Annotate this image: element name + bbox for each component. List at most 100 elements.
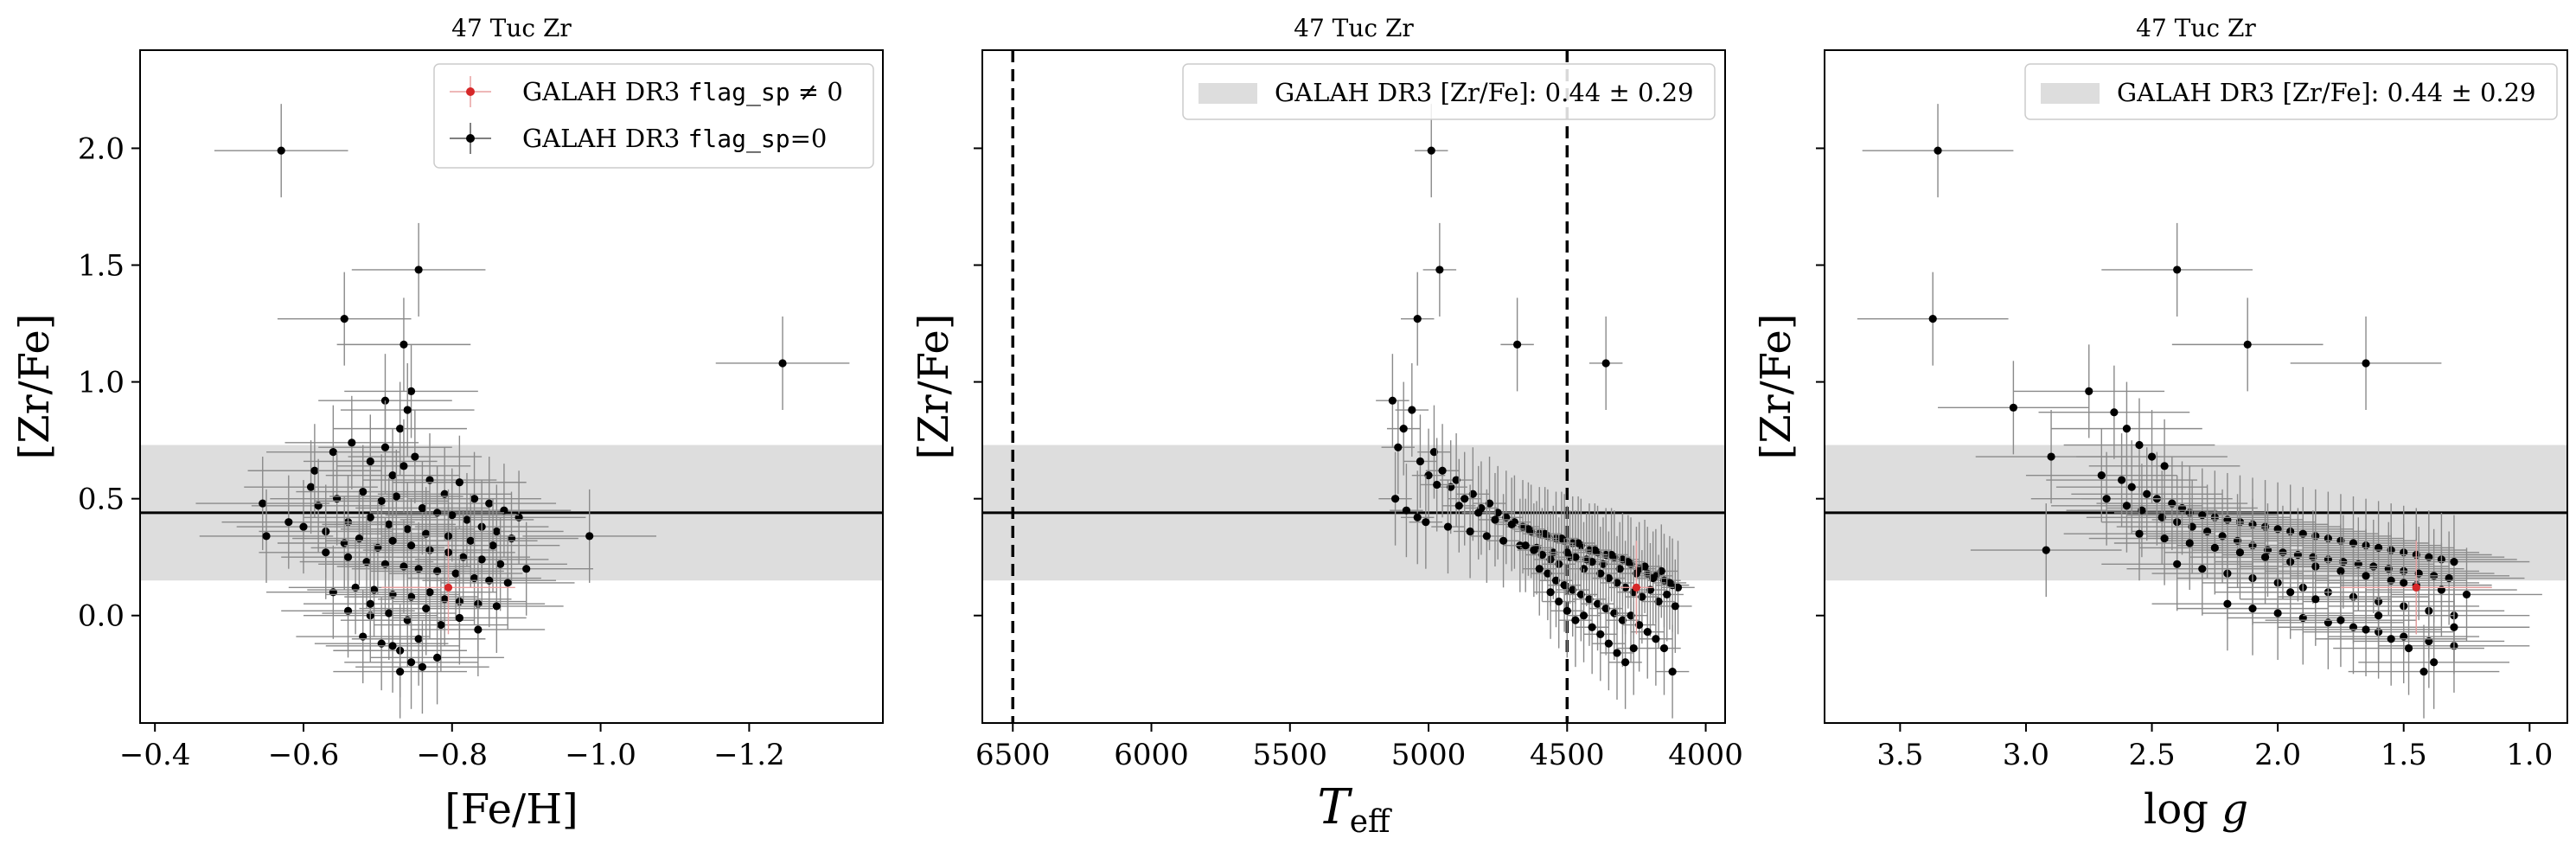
series-flag-zero: [1857, 104, 2542, 719]
data-point: [470, 495, 479, 503]
data-point: [1576, 590, 1585, 599]
data-point: [1413, 315, 1422, 323]
data-point: [2085, 387, 2093, 396]
data-point: [1613, 579, 1621, 587]
y-tick-label: 1.5: [78, 249, 125, 284]
data-point: [2311, 595, 2320, 604]
data-point: [2009, 403, 2017, 412]
legend-label: GALAH DR3 [Zr/Fe]: 0.44 ± 0.29: [2117, 78, 2536, 107]
data-point: [403, 525, 412, 534]
data-point: [1671, 602, 1679, 611]
data-point: [2400, 579, 2408, 587]
data-point: [489, 541, 497, 550]
data-point: [388, 642, 397, 650]
data-point: [1454, 502, 1463, 510]
data-point: [2122, 425, 2132, 433]
x-tick-label: 6500: [975, 738, 1051, 772]
data-point: [1928, 315, 1937, 323]
x-axis-title-var: g: [2221, 785, 2248, 834]
data-point: [1643, 628, 1652, 637]
x-axis-title-main: log: [2144, 785, 2221, 834]
data-point: [2135, 529, 2144, 538]
data-point: [1388, 396, 1397, 405]
data-point: [1613, 649, 1621, 657]
panel-title: 47 Tuc Zr: [1294, 14, 1414, 42]
legend-patch: [2041, 83, 2100, 104]
data-point: [1416, 457, 1425, 466]
data-point: [1574, 539, 1582, 547]
data-point: [377, 496, 386, 505]
data-point: [1485, 499, 1494, 508]
y-axis-title: [Zr/Fe]: [1752, 313, 1800, 459]
data-point: [343, 553, 353, 561]
data-point: [1402, 506, 1410, 515]
data-point: [414, 635, 423, 643]
data-point: [1596, 630, 1605, 638]
legend-box: [1182, 63, 1716, 120]
data-point: [1621, 658, 1630, 667]
x-tick-label: 3.5: [1876, 738, 1923, 772]
data-point: [2387, 635, 2395, 643]
y-tick-label: 0.0: [78, 599, 125, 634]
data-point: [2135, 440, 2144, 450]
data-point: [2362, 572, 2370, 580]
data-point: [1657, 566, 1665, 576]
data-point: [1429, 448, 1439, 457]
data-point: [2243, 340, 2252, 349]
data-point: [1394, 443, 1403, 451]
data-point: [1551, 576, 1561, 585]
data-point: [1468, 489, 1477, 498]
data-point: [1652, 635, 1660, 643]
data-point: [1413, 513, 1422, 521]
x-tick-label: −1.0: [565, 738, 636, 772]
x-tick-label: 1.5: [2381, 738, 2427, 772]
data-point: [1615, 565, 1624, 573]
x-axis-title: log g: [2144, 785, 2248, 834]
data-point: [2260, 553, 2270, 561]
data-point: [1604, 573, 1613, 583]
data-point: [1665, 579, 1674, 587]
series-flag-zero: [1376, 104, 1695, 719]
data-point: [414, 266, 423, 274]
data-point: [1585, 595, 1594, 604]
legend-label-code: flag_sp: [688, 125, 790, 154]
data-point: [433, 653, 442, 662]
data-point: [403, 406, 412, 414]
data-point: [477, 555, 486, 564]
data-point: [1422, 518, 1430, 527]
x-tick-label: 2.0: [2254, 738, 2301, 772]
data-point: [463, 515, 471, 524]
data-point: [418, 503, 427, 513]
data-point: [1624, 558, 1633, 566]
data-point: [259, 499, 267, 508]
data-point: [2160, 534, 2169, 543]
data-point: [2273, 609, 2282, 617]
x-tick-label: 1.0: [2506, 738, 2553, 772]
data-point: [2185, 539, 2194, 547]
panel-3: 3.5 3.0 2.5 2.0 1.5 1.0 47 Tuc Zr [Zr/Fe] log g G…: [1752, 14, 2568, 834]
data-point: [385, 609, 393, 617]
legend-label-suffix: ≠ 0: [790, 77, 843, 106]
x-tick-label: 3.0: [2003, 738, 2049, 772]
data-point: [1579, 611, 1588, 620]
x-tick-label: −0.6: [268, 738, 340, 772]
data-point: [2286, 588, 2295, 597]
x-tick-label: −1.2: [713, 738, 785, 772]
data-point: [1638, 592, 1646, 601]
data-point: [2223, 599, 2232, 608]
data-point: [385, 520, 393, 528]
data-point: [380, 443, 390, 451]
data-point: [310, 466, 319, 475]
data-point: [485, 499, 494, 508]
data-point: [1604, 639, 1613, 648]
x-axis-title: [Fe/H]: [444, 785, 578, 834]
legend-label: GALAH DR3 flag_sp=0: [522, 124, 827, 154]
data-point: [1452, 476, 1461, 484]
y-tick-label: 0.5: [78, 483, 125, 517]
data-point: [2362, 625, 2370, 634]
x-tick-label: 4500: [1530, 738, 1605, 772]
data-point: [492, 602, 501, 611]
panel-title: 47 Tuc Zr: [2136, 14, 2256, 42]
